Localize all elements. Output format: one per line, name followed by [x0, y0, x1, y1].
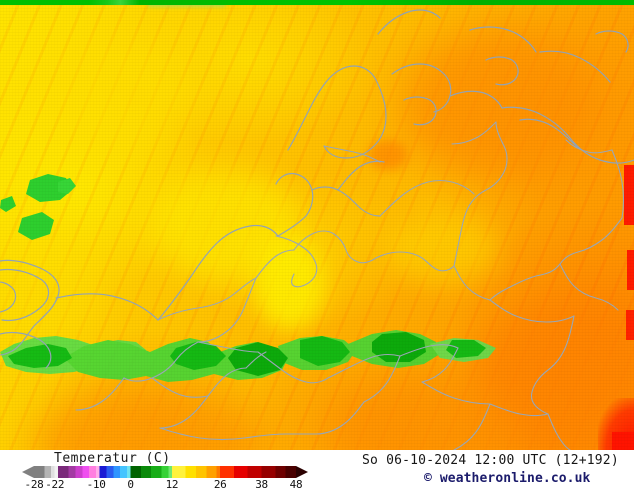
border-serbia-internal [547, 413, 571, 450]
border-germany-internal-1 [379, 181, 429, 217]
border-slovakia-hungary [489, 299, 575, 323]
border-italy-north [159, 427, 317, 441]
green-speck-north-2 [18, 212, 54, 240]
alps-core-east [300, 336, 350, 366]
coast-zealand [449, 90, 503, 109]
border-czech-poland [375, 251, 455, 272]
colorbar-tick-6: 38 [255, 478, 268, 490]
colorbar-max-arrow [296, 466, 308, 478]
border-poland-belarus [611, 149, 625, 219]
colorbar-tick-1: -22 [45, 478, 65, 490]
warm-pocket-uk [0, 240, 100, 350]
border-france-switzerland [123, 341, 199, 382]
border-austria-slovenia [363, 355, 401, 403]
border-italy-slovenia [315, 401, 365, 435]
border-france-italy [75, 377, 125, 411]
legend-panel: Temperatur (C) -28 -22 -10 0 12 26 38 48 So 06-… [0, 450, 634, 490]
colorbar-tick-3: 0 [127, 478, 134, 490]
border-denmark-germany [323, 145, 381, 163]
colorbar-tick-5: 26 [213, 478, 227, 490]
border-poland-germany-oder [453, 121, 508, 267]
colorbar-tick-2: -10 [86, 478, 106, 490]
border-switzerland-italy [151, 377, 209, 398]
alps-core-west [8, 344, 72, 368]
colorbar-gradient[interactable] [34, 466, 296, 478]
border-hungary-serbia [489, 403, 549, 417]
coast-north-sea-south [157, 224, 279, 321]
temperature-map[interactable] [0, 0, 634, 450]
extreme-heat-strip [624, 165, 634, 225]
border-slovakia-ukraine [559, 263, 619, 311]
border-alps-detail-2 [159, 395, 209, 429]
coast-jutland-east [323, 79, 387, 159]
colorbar-tick-4: 12 [165, 478, 179, 490]
border-germany-internal-2 [427, 179, 475, 195]
coast-ruegen [485, 56, 519, 86]
colorbar-min-arrow [22, 466, 34, 478]
coast-skagen [377, 9, 441, 35]
coast-sweden-south [469, 26, 537, 53]
alps-core-central [170, 342, 226, 370]
coast-fyn [403, 96, 437, 126]
border-hungary-romania [530, 315, 575, 415]
border-slovakia-poland [489, 263, 561, 301]
warm-pocket-slovakia [388, 215, 498, 285]
border-belgium-germany [255, 249, 295, 279]
coast-nl-wadden [275, 172, 314, 237]
coast-britain-inner [0, 268, 50, 322]
border-germany-austria [257, 351, 329, 384]
raster-grain-layer [0, 0, 634, 450]
colorbar[interactable] [22, 466, 308, 478]
colorbar-tick-0: -28 [24, 478, 44, 490]
country-borders-and-coastlines [0, 9, 634, 450]
border-germany-czech [293, 230, 377, 264]
river-detail-east [565, 139, 613, 154]
border-france-belgium [157, 277, 257, 321]
coast-britain-south [0, 331, 52, 369]
border-switzerland-austria [207, 367, 247, 397]
legend-title: Temperatur (C) [54, 451, 171, 466]
river-detail-north [451, 121, 497, 145]
coast-denmark-islands [391, 63, 452, 113]
warm-pocket-northsea [60, 40, 190, 150]
border-hungary-croatia [421, 381, 491, 405]
coast-baltic-north [539, 50, 611, 83]
top-edge-cold-band [0, 0, 634, 5]
border-austria-hungary [399, 344, 459, 357]
border-poland-ukraine [559, 217, 623, 265]
border-czech-slovakia [453, 265, 491, 301]
green-speck-tiny [0, 196, 16, 212]
extreme-heat-strip-2 [627, 250, 634, 290]
extreme-heat-edge [612, 432, 634, 450]
colorbar-tick-7: 48 [289, 478, 303, 490]
green-speck-north-1 [26, 174, 72, 202]
coast-gotland [595, 30, 629, 53]
copyright-label: © weatheronline.co.uk [424, 471, 591, 486]
coast-channel [55, 293, 159, 321]
alps-core-tatra [446, 340, 486, 358]
border-croatia-bosnia [453, 403, 491, 450]
extreme-heat-strip-3 [626, 310, 634, 340]
coast-jutland-west [287, 65, 377, 151]
green-speck-north-3 [58, 178, 76, 194]
coast-baltic-pomerania [501, 106, 634, 164]
valid-time-label: So 06-10-2024 12:00 UTC (12+192) [362, 453, 619, 468]
border-france-germany [197, 277, 257, 343]
border-hungary-slovenia [421, 347, 459, 383]
coast-german-bight [311, 186, 381, 217]
border-alps-detail-1 [245, 351, 267, 369]
border-nl-germany [275, 235, 318, 288]
coast-baltic-inner [519, 118, 579, 149]
coast-elbe [337, 160, 385, 191]
coast-ireland [0, 281, 17, 313]
warm-pocket-czech [255, 240, 325, 330]
border-czech-austria [327, 353, 401, 379]
colorbar-tick-labels: -28 -22 -10 0 12 26 38 48 [0, 478, 320, 490]
border-germany-switzerland [197, 341, 259, 353]
coast-great-britain [0, 259, 60, 356]
